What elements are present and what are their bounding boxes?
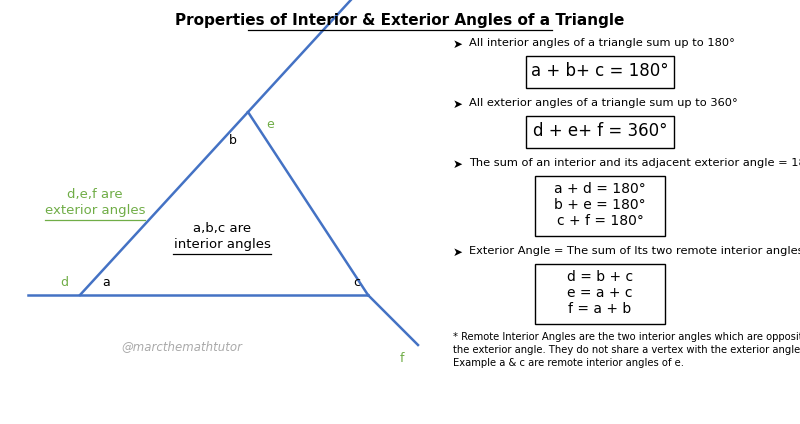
Text: b + e = 180°: b + e = 180°	[554, 198, 646, 212]
Text: e: e	[266, 118, 274, 131]
Text: ➤: ➤	[453, 158, 463, 171]
Text: All interior angles of a triangle sum up to 180°: All interior angles of a triangle sum up…	[469, 38, 735, 48]
Text: interior angles: interior angles	[174, 238, 270, 251]
Text: f: f	[400, 352, 405, 365]
Text: d: d	[60, 276, 68, 289]
Text: ➤: ➤	[453, 98, 463, 111]
Text: Exterior Angle = The sum of Its two remote interior angles*: Exterior Angle = The sum of Its two remo…	[469, 246, 800, 256]
Text: d = b + c: d = b + c	[567, 270, 633, 284]
Text: All exterior angles of a triangle sum up to 360°: All exterior angles of a triangle sum up…	[469, 98, 738, 108]
Text: Example a & c are remote interior angles of e.: Example a & c are remote interior angles…	[453, 358, 684, 368]
Text: d + e+ f = 360°: d + e+ f = 360°	[533, 122, 667, 140]
FancyBboxPatch shape	[535, 176, 665, 236]
Text: the exterior angle. They do not share a vertex with the exterior angle. For: the exterior angle. They do not share a …	[453, 345, 800, 355]
Text: Properties of Interior & Exterior Angles of a Triangle: Properties of Interior & Exterior Angles…	[175, 13, 625, 28]
FancyBboxPatch shape	[526, 56, 674, 88]
Text: * Remote Interior Angles are the two interior angles which are opposite of: * Remote Interior Angles are the two int…	[453, 332, 800, 342]
Text: a,b,c are: a,b,c are	[193, 222, 251, 235]
Text: c: c	[353, 276, 360, 289]
Text: c + f = 180°: c + f = 180°	[557, 214, 643, 228]
Text: exterior angles: exterior angles	[45, 204, 146, 217]
Text: @marcthemathtutor: @marcthemathtutor	[122, 340, 242, 353]
Text: a + d = 180°: a + d = 180°	[554, 182, 646, 196]
Text: b: b	[229, 134, 237, 147]
Text: ➤: ➤	[453, 246, 463, 259]
Text: e = a + c: e = a + c	[567, 286, 633, 300]
Text: a + b+ c = 180°: a + b+ c = 180°	[531, 62, 669, 80]
FancyBboxPatch shape	[526, 116, 674, 148]
Text: ➤: ➤	[453, 38, 463, 51]
FancyBboxPatch shape	[535, 264, 665, 324]
Text: d,e,f are: d,e,f are	[67, 188, 123, 201]
Text: The sum of an interior and its adjacent exterior angle = 180°: The sum of an interior and its adjacent …	[469, 158, 800, 168]
Text: a: a	[102, 276, 110, 289]
Text: f = a + b: f = a + b	[568, 302, 632, 316]
